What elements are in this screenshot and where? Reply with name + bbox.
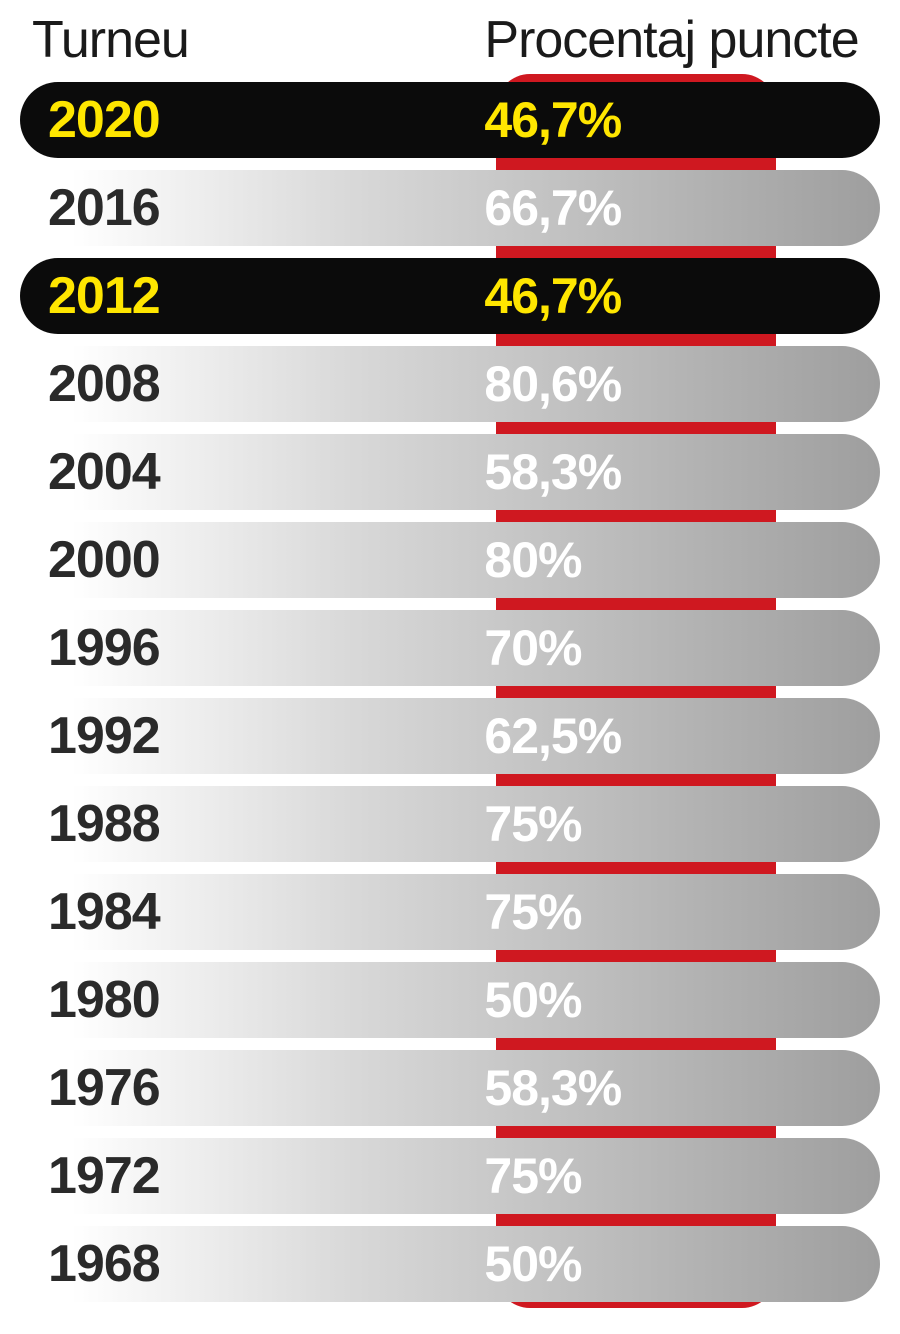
cell-year: 1972 (20, 1146, 484, 1206)
cell-value: 70% (484, 619, 880, 677)
cell-year: 1968 (20, 1234, 484, 1294)
cell-value: 75% (484, 1147, 880, 1205)
table-row: 199262,5% (20, 698, 880, 774)
cell-value: 80,6% (484, 355, 880, 413)
cell-value: 75% (484, 795, 880, 853)
cell-value: 66,7% (484, 179, 880, 237)
cell-year: 1984 (20, 882, 484, 942)
table-row: 198875% (20, 786, 880, 862)
cell-value: 58,3% (484, 1059, 880, 1117)
cell-value: 75% (484, 883, 880, 941)
cell-year: 2016 (20, 178, 484, 238)
table-row: 196850% (20, 1226, 880, 1302)
table-row: 201246,7% (20, 258, 880, 334)
cell-year: 1980 (20, 970, 484, 1030)
table-row: 201666,7% (20, 170, 880, 246)
cell-value: 46,7% (484, 267, 880, 325)
cell-value: 58,3% (484, 443, 880, 501)
table-row: 200080% (20, 522, 880, 598)
table-row: 202046,7% (20, 82, 880, 158)
column-header-value: Procentaj puncte (484, 10, 880, 70)
table-row: 199670% (20, 610, 880, 686)
cell-year: 1976 (20, 1058, 484, 1118)
cell-year: 1996 (20, 618, 484, 678)
table-row: 200458,3% (20, 434, 880, 510)
cell-year: 2008 (20, 354, 484, 414)
cell-year: 2012 (20, 266, 484, 326)
table-row: 200880,6% (20, 346, 880, 422)
table-row: 198475% (20, 874, 880, 950)
cell-year: 1988 (20, 794, 484, 854)
table-header: Turneu Procentaj puncte (20, 10, 880, 70)
cell-year: 2004 (20, 442, 484, 502)
cell-value: 80% (484, 531, 880, 589)
cell-value: 50% (484, 1235, 880, 1293)
cell-value: 46,7% (484, 91, 880, 149)
cell-value: 50% (484, 971, 880, 1029)
table-row: 198050% (20, 962, 880, 1038)
cell-year: 1992 (20, 706, 484, 766)
table-row: 197275% (20, 1138, 880, 1214)
table-row: 197658,3% (20, 1050, 880, 1126)
column-header-year: Turneu (20, 10, 484, 70)
cell-year: 2000 (20, 530, 484, 590)
cell-year: 2020 (20, 90, 484, 150)
cell-value: 62,5% (484, 707, 880, 765)
